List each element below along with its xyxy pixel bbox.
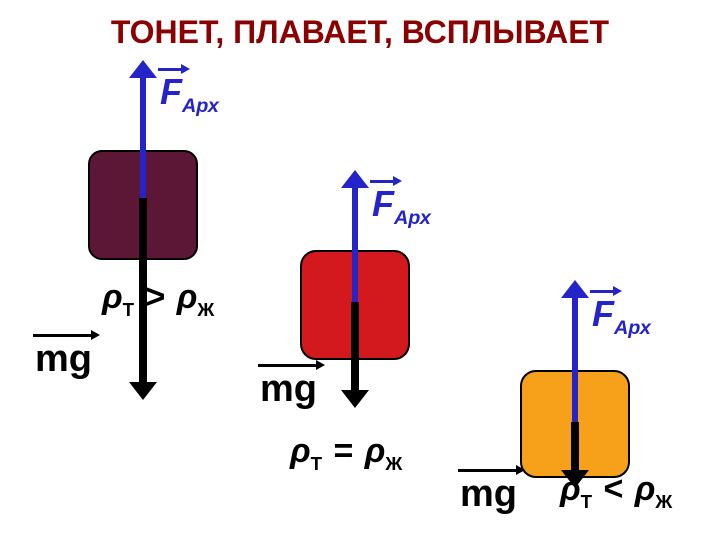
label-f-rises: FАрх [592, 296, 651, 339]
arrow-up-shaft-floats [352, 184, 358, 302]
arrow-up-head-sinks [129, 60, 157, 78]
diagram-stage: ТОНЕТ, ПЛАВАЕТ, ВСПЛЫВАЕТ FАрх mg ρТ > ρ… [0, 0, 720, 540]
label-f-sinks: FАрх [160, 74, 219, 117]
f-letter: F [160, 71, 182, 112]
label-relation-rises: ρТ < ρЖ [560, 472, 672, 512]
arrow-up-head-rises [561, 280, 589, 298]
arrow-down-shaft-rises [571, 422, 579, 474]
arrow-up-shaft-sinks [140, 74, 146, 198]
arrow-up-shaft-rises [572, 294, 578, 422]
label-relation-sinks: ρТ > ρЖ [102, 280, 214, 320]
label-f-floats: FАрх [372, 186, 431, 229]
label-relation-floats: ρТ = ρЖ [290, 434, 402, 474]
diagram-title: ТОНЕТ, ПЛАВАЕТ, ВСПЛЫВАЕТ [0, 14, 720, 51]
label-mg-sinks: mg [35, 340, 92, 378]
arrow-down-head-sinks [129, 382, 157, 400]
f-sub: Арх [182, 95, 219, 117]
label-mg-floats: mg [260, 370, 317, 408]
label-mg-rises: mg [460, 475, 517, 513]
arrow-up-head-floats [341, 170, 369, 188]
arrow-down-shaft-floats [351, 302, 359, 394]
arrow-down-head-floats [341, 390, 369, 408]
mg-text: mg [35, 338, 92, 380]
